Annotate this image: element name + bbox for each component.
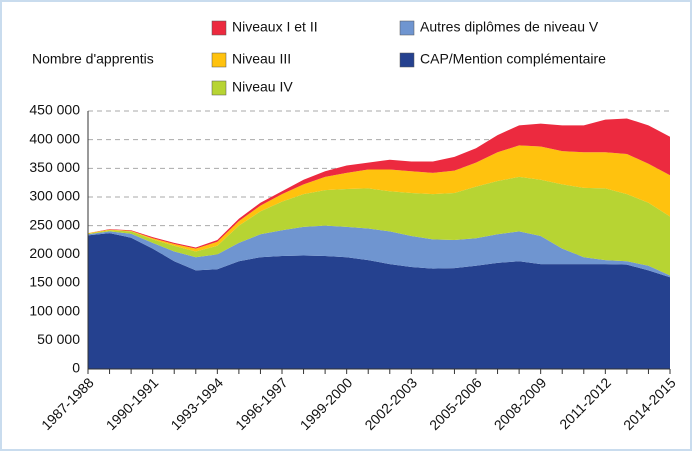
legend-swatch: [211, 80, 227, 96]
y-tick-label: 100 000: [29, 302, 80, 318]
y-tick-label: 0: [72, 360, 80, 376]
legend-swatch: [211, 52, 227, 68]
area: [88, 118, 670, 249]
y-tick-label: 50 000: [37, 331, 80, 347]
y-tick-label: 250 000: [29, 216, 80, 232]
legend-swatch: [399, 20, 415, 36]
area: [88, 233, 670, 369]
area: [88, 145, 670, 252]
y-tick-label: 150 000: [29, 274, 80, 290]
area: [88, 176, 670, 276]
y-tick-label: 200 000: [29, 245, 80, 261]
area: [88, 225, 670, 278]
legend-label: Niveau III: [232, 51, 291, 67]
legend-label: Autres diplômes de niveau V: [420, 19, 599, 35]
legend-swatch: [399, 52, 415, 68]
legend-label: Niveau IV: [232, 79, 293, 95]
y-tick-label: 450 000: [29, 102, 80, 118]
y-tick-label: 350 000: [29, 159, 80, 175]
y-tick-label: 300 000: [29, 188, 80, 204]
legend-label: CAP/Mention complémentaire: [420, 51, 606, 67]
y-tick-label: 400 000: [29, 130, 80, 146]
legend-swatch: [211, 20, 227, 36]
y-axis-label: Nombre d'apprentis: [32, 51, 154, 67]
legend-label: Niveaux I et II: [232, 19, 318, 35]
